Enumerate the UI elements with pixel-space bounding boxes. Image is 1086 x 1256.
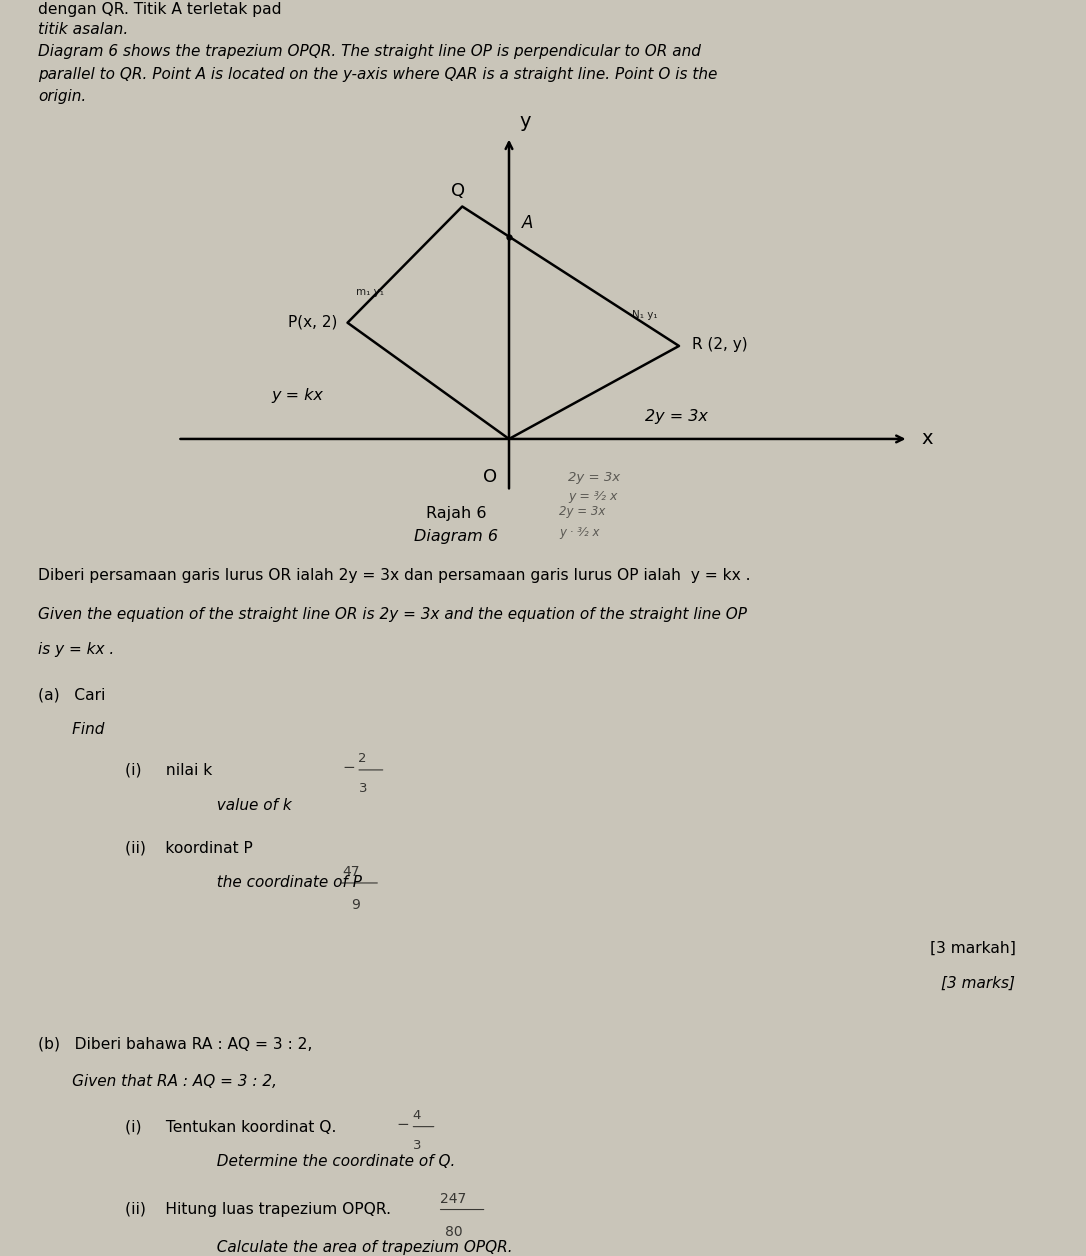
- Text: y = kx: y = kx: [272, 388, 323, 403]
- Text: (i)     Tentukan koordinat Q.: (i) Tentukan koordinat Q.: [125, 1119, 337, 1134]
- Text: [3 markah]: [3 markah]: [930, 941, 1015, 956]
- Text: 47: 47: [342, 865, 359, 879]
- Text: (ii)    Hitung luas trapezium OPQR.: (ii) Hitung luas trapezium OPQR.: [125, 1202, 391, 1217]
- Text: origin.: origin.: [38, 89, 86, 104]
- Text: (ii)    koordinat P: (ii) koordinat P: [125, 840, 253, 855]
- Text: parallel to QR. Point A is located on the y-axis where QAR is a straight line. P: parallel to QR. Point A is located on th…: [38, 67, 718, 82]
- Text: −: −: [396, 1117, 409, 1132]
- Text: N₁ y₁: N₁ y₁: [632, 310, 658, 320]
- Text: 3: 3: [359, 782, 368, 795]
- Text: 80: 80: [445, 1225, 463, 1238]
- Text: [3 marks]: [3 marks]: [942, 976, 1015, 991]
- Text: Given that RA : AQ = 3 : 2,: Given that RA : AQ = 3 : 2,: [38, 1074, 277, 1089]
- Text: Calculate the area of trapezium OPQR.: Calculate the area of trapezium OPQR.: [168, 1240, 513, 1255]
- Text: y = ³⁄₂ x: y = ³⁄₂ x: [568, 490, 618, 504]
- Text: 3: 3: [413, 1139, 421, 1152]
- Text: 2y = 3x: 2y = 3x: [568, 471, 620, 484]
- Text: −: −: [342, 760, 355, 775]
- Text: Diagram 6: Diagram 6: [414, 529, 498, 544]
- Text: value of k: value of k: [168, 798, 292, 813]
- Text: P(x, 2): P(x, 2): [288, 314, 338, 329]
- Text: x: x: [921, 430, 933, 448]
- Text: Diberi persamaan garis lurus OR ialah 2y = 3x dan persamaan garis lurus OP ialah: Diberi persamaan garis lurus OR ialah 2y…: [38, 568, 750, 583]
- Text: 4: 4: [413, 1109, 421, 1122]
- Text: R (2, y): R (2, y): [692, 338, 747, 352]
- Text: dengan QR. Titik A terletak pad: dengan QR. Titik A terletak pad: [38, 1, 281, 16]
- Text: 2y = 3x: 2y = 3x: [559, 505, 606, 517]
- Text: O: O: [483, 467, 497, 486]
- Text: Diagram 6 shows the trapezium OPQR. The straight line OP is perpendicular to OR : Diagram 6 shows the trapezium OPQR. The …: [38, 44, 700, 59]
- Text: (b)   Diberi bahawa RA : AQ = 3 : 2,: (b) Diberi bahawa RA : AQ = 3 : 2,: [38, 1036, 313, 1051]
- Text: the coordinate of P: the coordinate of P: [168, 875, 363, 891]
- Text: 9: 9: [351, 898, 359, 912]
- Text: y: y: [519, 112, 531, 131]
- Text: titik asalan.: titik asalan.: [38, 21, 128, 36]
- Text: 247: 247: [440, 1192, 466, 1206]
- Text: 2y = 3x: 2y = 3x: [645, 409, 708, 425]
- Text: y · ³⁄₂ x: y · ³⁄₂ x: [559, 526, 599, 539]
- Text: Find: Find: [38, 722, 104, 737]
- Text: A: A: [521, 214, 533, 232]
- Text: Rajah 6: Rajah 6: [426, 506, 487, 521]
- Text: m₁ y₁: m₁ y₁: [356, 286, 384, 296]
- Text: 2: 2: [358, 752, 367, 765]
- Text: (i)     nilai k: (i) nilai k: [125, 762, 212, 777]
- Text: Q: Q: [451, 182, 465, 200]
- Text: Given the equation of the straight line OR is 2y = 3x and the equation of the st: Given the equation of the straight line …: [38, 607, 747, 622]
- Text: is y = kx .: is y = kx .: [38, 642, 114, 657]
- Text: (a)   Cari: (a) Cari: [38, 687, 105, 702]
- Text: Determine the coordinate of Q.: Determine the coordinate of Q.: [168, 1154, 456, 1169]
